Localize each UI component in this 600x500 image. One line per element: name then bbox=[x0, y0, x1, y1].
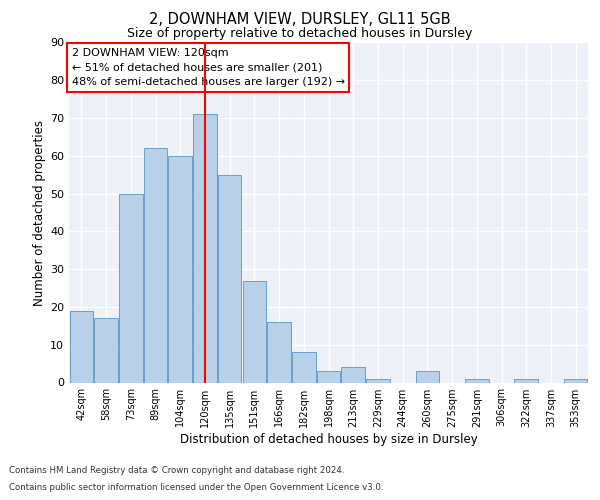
Bar bbox=[169, 156, 192, 382]
Bar bbox=[193, 114, 217, 382]
Y-axis label: Number of detached properties: Number of detached properties bbox=[33, 120, 46, 306]
Bar bbox=[564, 378, 587, 382]
Bar bbox=[119, 194, 143, 382]
Bar bbox=[242, 280, 266, 382]
Text: Size of property relative to detached houses in Dursley: Size of property relative to detached ho… bbox=[127, 28, 473, 40]
Text: Contains HM Land Registry data © Crown copyright and database right 2024.: Contains HM Land Registry data © Crown c… bbox=[9, 466, 344, 475]
Text: Distribution of detached houses by size in Dursley: Distribution of detached houses by size … bbox=[180, 432, 478, 446]
Bar bbox=[514, 378, 538, 382]
Bar bbox=[268, 322, 291, 382]
Text: 2, DOWNHAM VIEW, DURSLEY, GL11 5GB: 2, DOWNHAM VIEW, DURSLEY, GL11 5GB bbox=[149, 12, 451, 28]
Bar bbox=[465, 378, 488, 382]
Bar bbox=[341, 368, 365, 382]
Bar bbox=[317, 371, 340, 382]
Bar bbox=[94, 318, 118, 382]
Bar bbox=[218, 174, 241, 382]
Bar bbox=[70, 310, 93, 382]
Bar bbox=[366, 378, 389, 382]
Bar bbox=[416, 371, 439, 382]
Bar bbox=[144, 148, 167, 382]
Bar bbox=[292, 352, 316, 382]
Text: Contains public sector information licensed under the Open Government Licence v3: Contains public sector information licen… bbox=[9, 484, 383, 492]
Text: 2 DOWNHAM VIEW: 120sqm
← 51% of detached houses are smaller (201)
48% of semi-de: 2 DOWNHAM VIEW: 120sqm ← 51% of detached… bbox=[71, 48, 345, 87]
